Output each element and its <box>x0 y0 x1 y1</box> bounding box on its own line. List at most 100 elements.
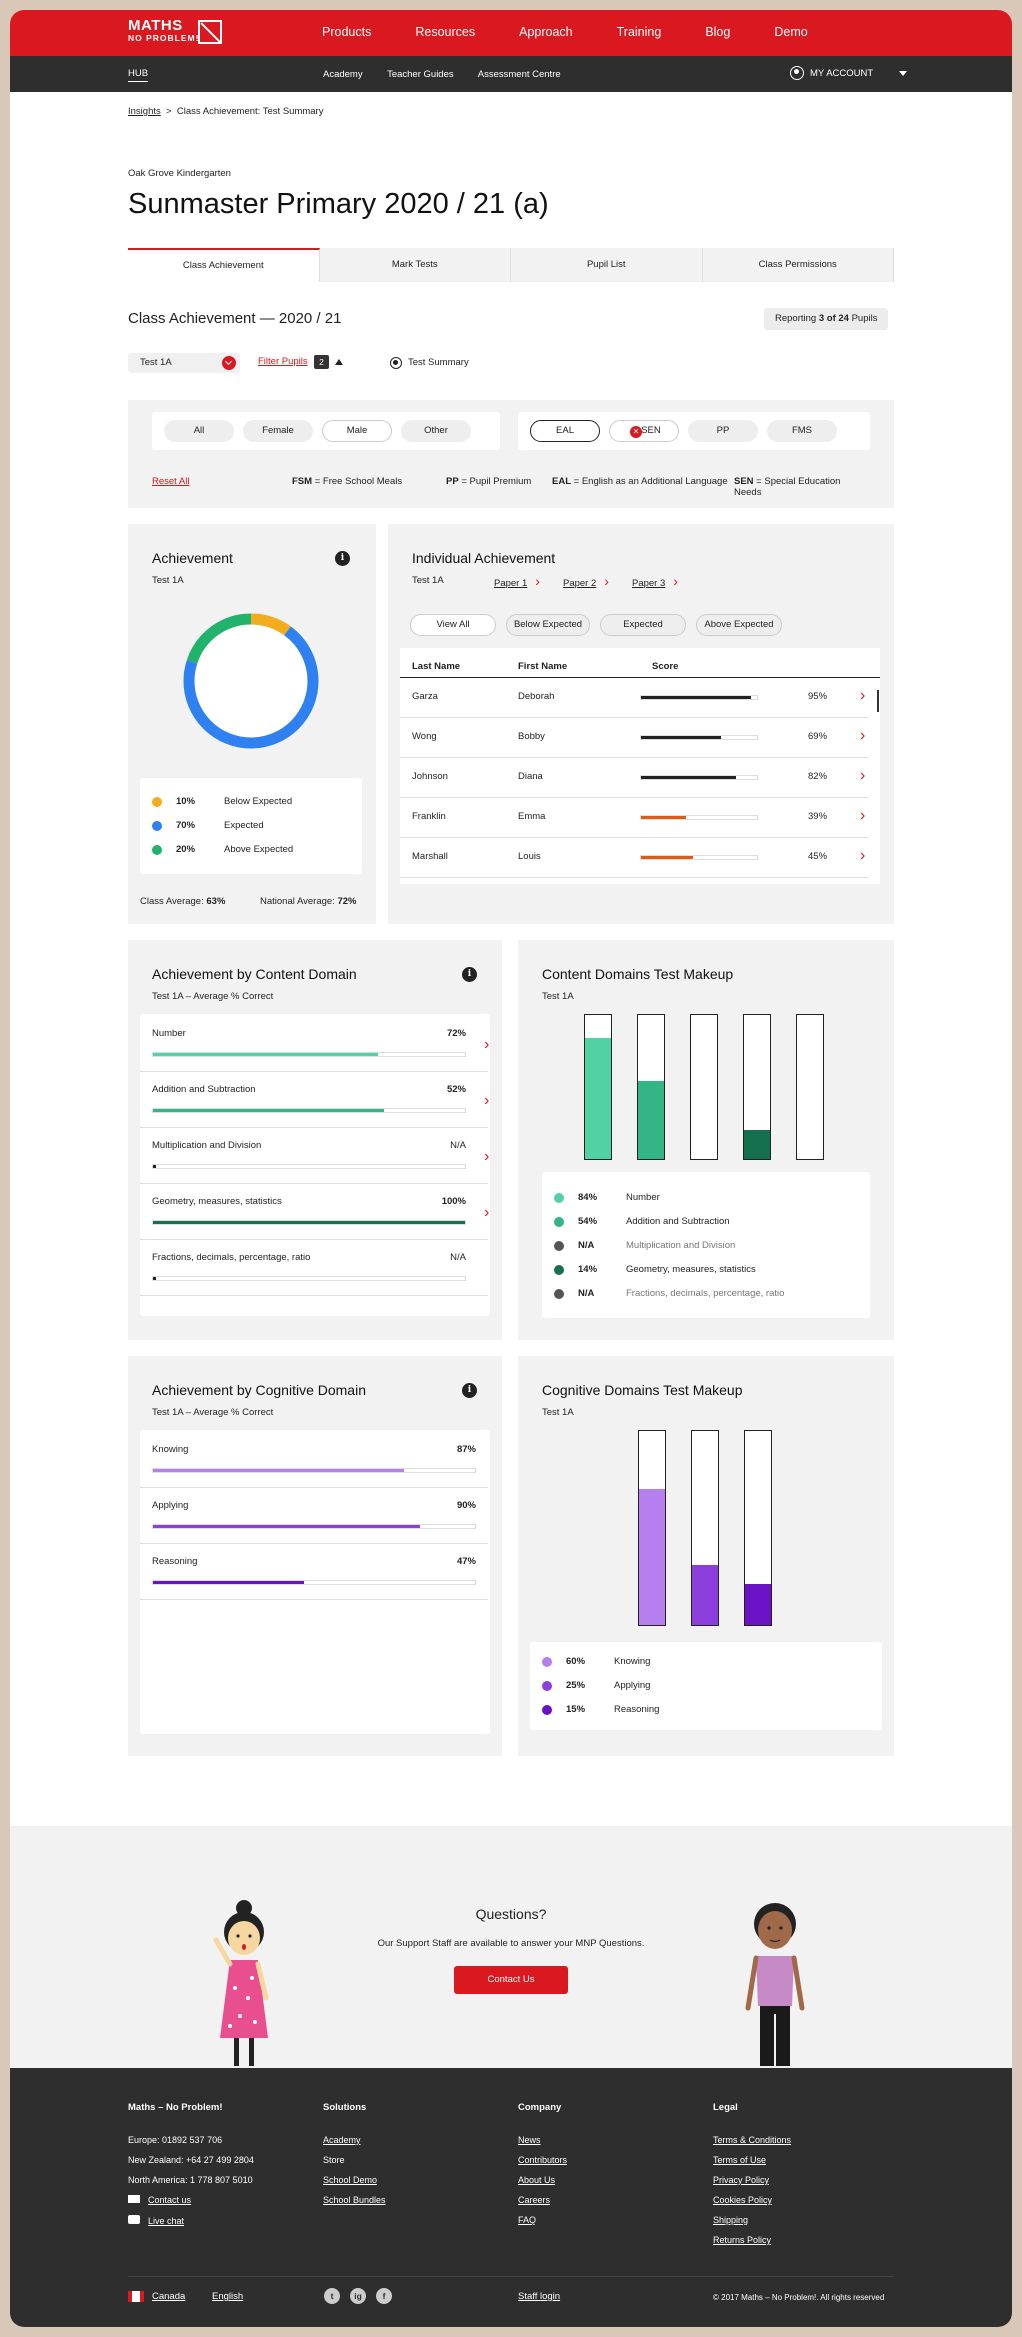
country-selector[interactable]: Canada <box>128 2291 185 2302</box>
footer-link[interactable]: News <box>518 2135 541 2145</box>
filter-above-expected[interactable]: Above Expected <box>696 614 782 636</box>
chevron-right-icon[interactable]: › <box>860 687 866 704</box>
hub-link[interactable]: HUB <box>128 68 149 82</box>
footer-phone-nz: New Zealand: +64 27 499 2804 <box>128 2155 254 2165</box>
domain-bar <box>152 1220 466 1225</box>
footer-link[interactable]: Privacy Policy <box>713 2175 770 2185</box>
table-row[interactable]: Wong Bobby 69% › <box>400 718 868 758</box>
footer-link[interactable]: Shipping <box>713 2215 749 2225</box>
domain-bar <box>152 1108 466 1113</box>
domain-row[interactable]: Knowing 87% <box>140 1432 488 1488</box>
subnav-academy[interactable]: Academy <box>323 69 363 80</box>
canada-flag-icon <box>128 2291 144 2302</box>
chevron-right-icon[interactable]: › <box>484 1092 490 1109</box>
domain-row[interactable]: Fractions, decimals, percentage, ratio N/… <box>140 1240 488 1296</box>
reset-all-link[interactable]: Reset All <box>152 476 190 487</box>
table-scrollbar[interactable] <box>877 690 879 712</box>
footer-link[interactable]: Terms of Use <box>713 2155 767 2165</box>
table-row[interactable]: Johnson Diana 82% › <box>400 758 868 798</box>
footer-link[interactable]: Returns Policy <box>713 2235 772 2245</box>
twitter-icon[interactable]: t <box>324 2288 340 2304</box>
footer-link[interactable]: Terms & Conditions <box>713 2135 792 2145</box>
test-select[interactable]: Test 1A <box>128 353 240 373</box>
filter-below-expected[interactable]: Below Expected <box>506 614 590 636</box>
chevron-right-icon[interactable]: › <box>860 847 866 864</box>
domain-row[interactable]: Number 72% › <box>140 1016 490 1072</box>
cognitive-makeup-subtitle: Test 1A <box>542 1407 574 1418</box>
domain-bar-fill <box>153 1277 157 1280</box>
filter-pp[interactable]: PP <box>688 420 758 442</box>
footer-link[interactable]: School Demo <box>323 2175 378 2185</box>
footer-link[interactable]: School Bundles <box>323 2195 386 2205</box>
nav-resources[interactable]: Resources <box>415 25 476 39</box>
nav-blog[interactable]: Blog <box>705 25 731 39</box>
table-row[interactable]: Garza Deborah 95% › <box>400 678 868 718</box>
filter-female[interactable]: Female <box>243 420 313 442</box>
domain-row[interactable]: Applying 90% <box>140 1488 488 1544</box>
contact-us-button[interactable]: Contact Us <box>454 1966 568 1994</box>
table-row[interactable]: Marshall Louis 45% › <box>400 838 868 878</box>
account-menu[interactable]: MY ACCOUNT <box>790 66 908 80</box>
chevron-right-icon[interactable]: › <box>484 1148 490 1165</box>
subnav-teacher-guides[interactable]: Teacher Guides <box>387 69 454 80</box>
tab-mark-tests[interactable]: Mark Tests <box>320 248 511 282</box>
domain-row[interactable]: Reasoning 47% <box>140 1544 488 1600</box>
subnav-assessment-centre[interactable]: Assessment Centre <box>477 69 561 80</box>
chevron-right-icon[interactable]: › <box>860 727 866 744</box>
nav-approach[interactable]: Approach <box>519 25 573 39</box>
filter-male[interactable]: Male <box>322 420 392 442</box>
breadcrumb-current: Class Achievement: Test Summary <box>176 106 324 117</box>
domain-name: Knowing <box>152 1444 189 1455</box>
footer-link[interactable]: Academy <box>323 2135 361 2145</box>
chevron-right-icon[interactable]: › <box>484 1036 490 1053</box>
tab-pupil-list[interactable]: Pupil List <box>511 248 703 282</box>
info-icon[interactable]: i <box>335 551 350 566</box>
filter-pupils-link[interactable]: Filter Pupils <box>258 356 308 367</box>
paper-1-link[interactable]: Paper 1 <box>494 577 540 589</box>
chevron-right-icon[interactable]: › <box>860 807 866 824</box>
filter-view-all[interactable]: View All <box>410 614 496 636</box>
breadcrumb-insights[interactable]: Insights <box>128 106 161 117</box>
info-icon[interactable]: i <box>462 1383 477 1398</box>
instagram-icon[interactable]: ig <box>350 2288 366 2304</box>
close-icon[interactable]: ✕ <box>630 426 642 438</box>
footer-chat-link[interactable]: Live chat <box>128 2215 254 2226</box>
donut-slice <box>183 613 319 749</box>
paper-2-link[interactable]: Paper 2 <box>563 577 609 589</box>
col-first-name[interactable]: First Name <box>518 661 568 672</box>
footer-link[interactable]: Store <box>323 2155 345 2165</box>
col-last-name[interactable]: Last Name <box>412 661 461 672</box>
chevron-right-icon[interactable]: › <box>860 767 866 784</box>
nav-products[interactable]: Products <box>322 25 372 39</box>
filter-eal[interactable]: EAL <box>530 420 600 442</box>
footer-link[interactable]: Careers <box>518 2195 551 2205</box>
filter-all[interactable]: All <box>164 420 234 442</box>
domain-row[interactable]: Geometry, measures, statistics 100% › <box>140 1184 490 1240</box>
filter-fms[interactable]: FMS <box>767 420 837 442</box>
chevron-right-icon[interactable]: › <box>484 1204 490 1221</box>
paper-3-link[interactable]: Paper 3 <box>632 577 678 589</box>
facebook-icon[interactable]: f <box>376 2288 392 2304</box>
col-score[interactable]: Score <box>652 661 679 672</box>
nav-training[interactable]: Training <box>616 25 662 39</box>
footer-link[interactable]: FAQ <box>518 2215 537 2225</box>
tab-class-achievement[interactable]: Class Achievement <box>128 248 320 282</box>
filter-other[interactable]: Other <box>401 420 471 442</box>
collapse-triangle-icon[interactable] <box>335 359 343 365</box>
footer-link[interactable]: Contributors <box>518 2155 568 2165</box>
footer-link[interactable]: About Us <box>518 2175 556 2185</box>
domain-row[interactable]: Addition and Subtraction 52% › <box>140 1072 490 1128</box>
footer-link[interactable]: Cookies Policy <box>713 2195 773 2205</box>
filter-sen[interactable]: ✕ SEN <box>609 420 679 442</box>
filter-expected[interactable]: Expected <box>600 614 686 636</box>
brand-logo[interactable]: MATHS NO PROBLEM! <box>128 18 222 45</box>
table-row[interactable]: Franklin Emma 39% › <box>400 798 868 838</box>
nav-demo[interactable]: Demo <box>774 25 808 39</box>
language-selector[interactable]: English <box>212 2291 244 2302</box>
tab-class-permissions[interactable]: Class Permissions <box>703 248 894 282</box>
footer-contact-link[interactable]: Contact us <box>128 2195 254 2205</box>
test-summary-radio[interactable] <box>390 357 402 369</box>
staff-login-link[interactable]: Staff login <box>518 2291 561 2302</box>
domain-row[interactable]: Multiplication and Division N/A › <box>140 1128 490 1184</box>
info-icon[interactable]: i <box>462 967 477 982</box>
